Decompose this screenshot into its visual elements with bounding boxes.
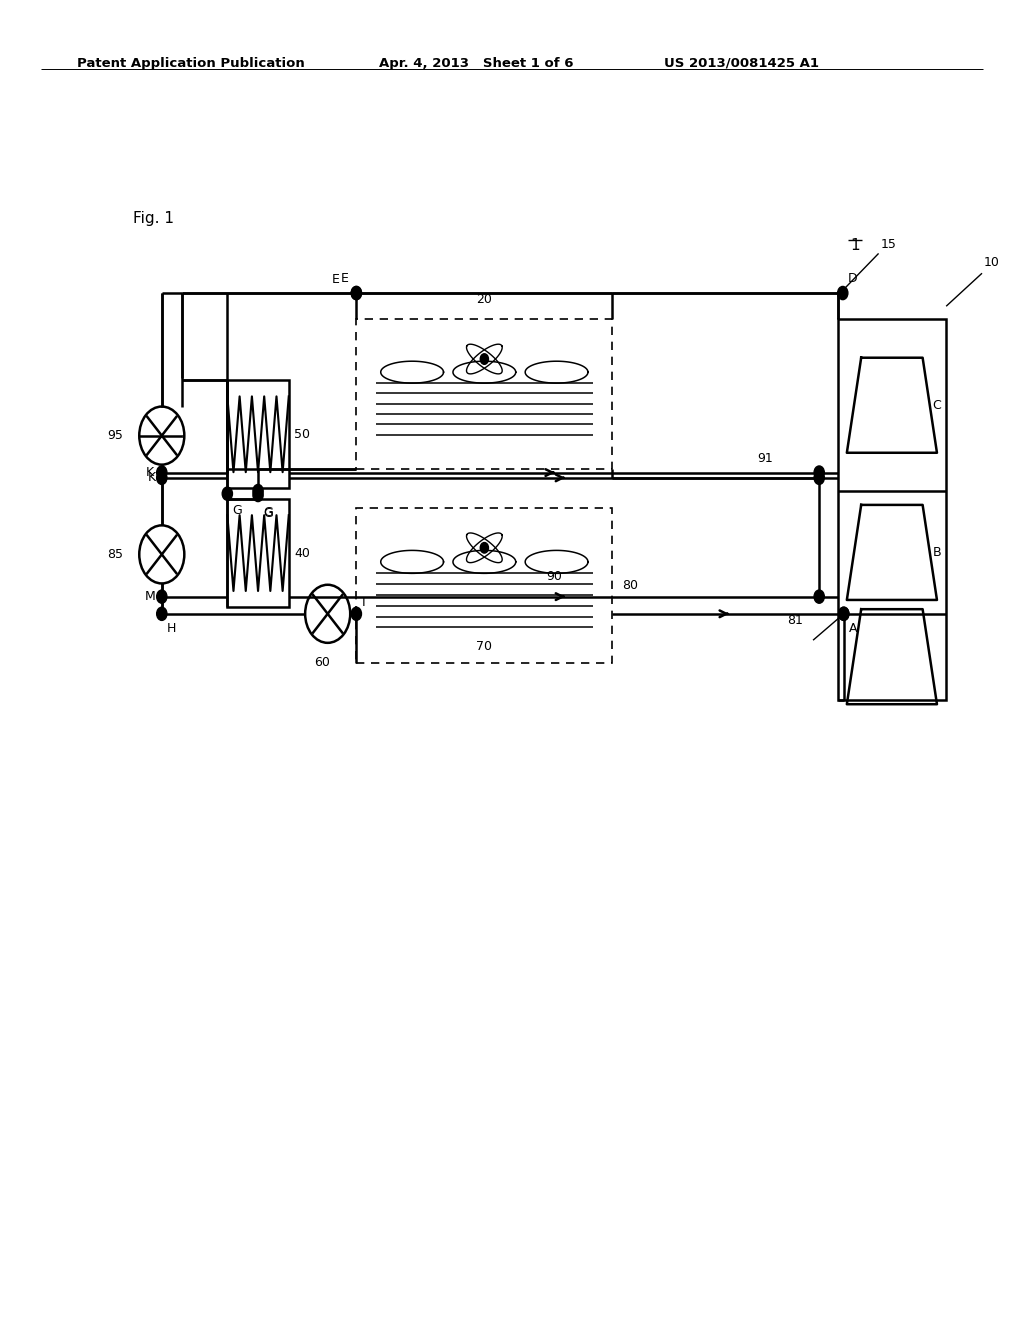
Text: H: H [167, 622, 176, 635]
Text: E: E [340, 272, 348, 285]
Text: B: B [933, 546, 941, 558]
Text: E: E [332, 273, 340, 286]
Text: 81: 81 [786, 614, 803, 627]
Circle shape [157, 607, 167, 620]
Text: Patent Application Publication: Patent Application Publication [77, 57, 304, 70]
Text: 40: 40 [294, 546, 310, 560]
Bar [227, 499, 289, 607]
Circle shape [480, 354, 488, 364]
Text: Apr. 4, 2013   Sheet 1 of 6: Apr. 4, 2013 Sheet 1 of 6 [379, 57, 573, 70]
Text: 10: 10 [984, 256, 1000, 269]
Circle shape [157, 471, 167, 484]
Circle shape [157, 466, 167, 479]
Text: A: A [849, 622, 857, 635]
Circle shape [839, 607, 849, 620]
Text: 95: 95 [106, 429, 123, 442]
Text: 50: 50 [294, 428, 310, 441]
Text: G: G [232, 504, 243, 517]
Circle shape [839, 607, 849, 620]
Bar [838, 319, 946, 700]
Circle shape [814, 590, 824, 603]
Text: I: I [361, 595, 366, 609]
Bar [356, 319, 612, 469]
Circle shape [838, 286, 848, 300]
Text: 15: 15 [881, 238, 897, 251]
Text: K: K [147, 471, 156, 484]
Text: 1: 1 [850, 238, 859, 252]
Bar [356, 508, 612, 663]
Text: M: M [145, 590, 156, 603]
Circle shape [253, 488, 263, 502]
Text: 85: 85 [106, 548, 123, 561]
Circle shape [351, 607, 361, 620]
Text: G: G [263, 507, 273, 520]
Text: C: C [932, 399, 941, 412]
Text: G: G [263, 506, 273, 519]
Text: 70: 70 [476, 640, 493, 653]
Text: 90: 90 [546, 570, 562, 583]
Circle shape [814, 471, 824, 484]
Bar [227, 380, 289, 488]
Circle shape [814, 466, 824, 479]
Circle shape [222, 487, 232, 500]
Text: Fig. 1: Fig. 1 [133, 211, 174, 226]
Circle shape [253, 484, 263, 498]
Text: US 2013/0081425 A1: US 2013/0081425 A1 [664, 57, 818, 70]
Text: 20: 20 [476, 293, 493, 306]
Circle shape [351, 286, 361, 300]
Circle shape [351, 286, 361, 300]
Text: K: K [145, 466, 154, 479]
Circle shape [157, 590, 167, 603]
Text: 60: 60 [314, 656, 331, 669]
Circle shape [480, 543, 488, 553]
Text: 91: 91 [758, 451, 773, 465]
Text: D: D [848, 272, 857, 285]
Text: 80: 80 [623, 579, 639, 591]
